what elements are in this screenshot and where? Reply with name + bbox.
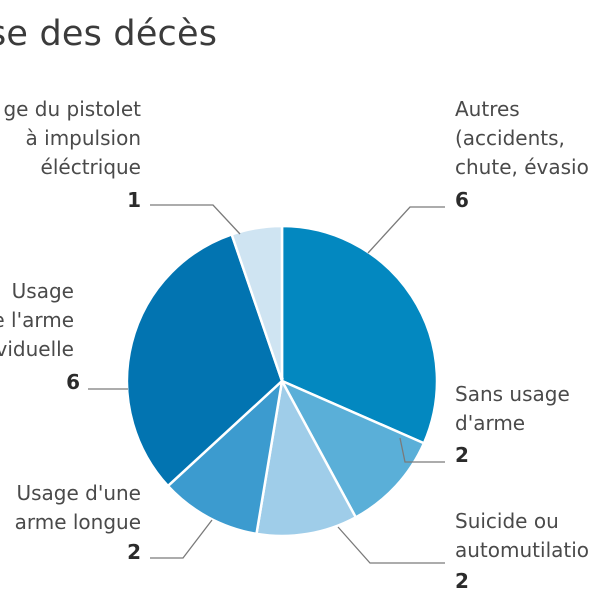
pie-slice-sans-usage (279, 378, 426, 520)
leader-line-pistolet (150, 204, 241, 235)
pie-slice-autres (280, 224, 439, 445)
slice-label-arme-longue: Usage d'une arme longue (15, 481, 141, 534)
slice-value-arme-longue: 2 (127, 540, 141, 564)
pie-slices (125, 224, 439, 538)
pie-slice-suicide (255, 377, 358, 538)
chart-title: se des décès (0, 14, 218, 54)
slice-value-sans-usage: 2 (455, 443, 469, 467)
slice-labels: Autres (accidents, chute, évasio 6 Sans usag… (0, 97, 589, 593)
slice-value-autres: 6 (455, 188, 469, 212)
slice-value-arme-individuelle: 6 (66, 370, 80, 394)
slice-label-suicide: Suicide ou automutilatio (455, 509, 589, 562)
pie-slice-arme-individuelle (125, 232, 284, 488)
slice-label-sans-usage: Sans usage d'arme (455, 382, 570, 435)
pie-slice-pistolet (230, 224, 284, 382)
leader-lines (88, 204, 445, 564)
slice-value-suicide: 2 (455, 569, 469, 593)
leader-line-suicide (337, 526, 445, 564)
slice-label-autres: Autres (accidents, chute, évasio (455, 97, 589, 179)
slice-label-pistolet: ge du pistolet à impulsion éléctrique (3, 97, 141, 179)
pie-slice-arme-longue (166, 377, 284, 536)
leader-line-sans-usage (399, 437, 445, 463)
slice-value-pistolet: 1 (127, 188, 141, 212)
leader-line-arme-longue (150, 519, 213, 559)
slice-label-arme-individuelle: Usagede l'armeindividuelle (0, 279, 74, 361)
leader-line-autres (367, 206, 445, 254)
